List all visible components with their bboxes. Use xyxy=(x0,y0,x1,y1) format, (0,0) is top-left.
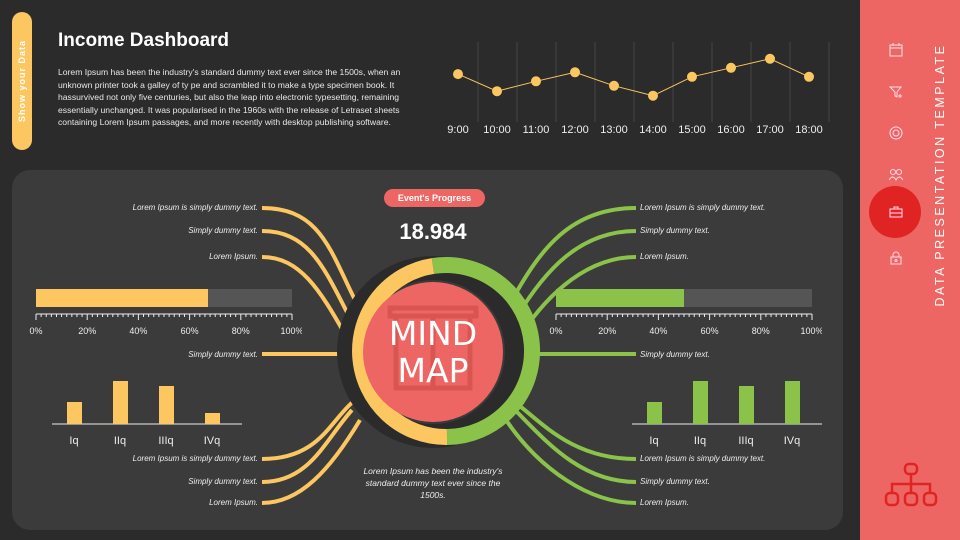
x-tick-label: 12:00 xyxy=(561,124,589,136)
left-label: Lorem Ipsum. xyxy=(209,498,258,507)
scale-tick-label: 40% xyxy=(129,326,147,336)
x-tick-label: 18:00 xyxy=(795,124,823,136)
left-progress-fill xyxy=(36,289,208,307)
bar-label: IVq xyxy=(784,435,801,447)
progress-value: 18.984 xyxy=(399,219,467,244)
left-scale: 0% 20% 40% 60% 80% 100% xyxy=(29,313,302,336)
bar xyxy=(739,386,754,424)
bar-label: IIq xyxy=(694,435,706,447)
bar xyxy=(159,386,174,424)
data-point xyxy=(804,71,814,82)
bar xyxy=(647,402,662,424)
data-point xyxy=(492,86,502,97)
org-chart-icon xyxy=(884,462,938,507)
bar xyxy=(205,413,220,424)
building-icon xyxy=(387,305,479,391)
connector-lines xyxy=(261,206,637,505)
sidebar-title-text: DATA PRESENTATION TEMPLATE xyxy=(933,43,947,307)
right-label: Lorem Ipsum is simply dummy text. xyxy=(640,203,766,212)
bar xyxy=(67,402,82,424)
x-tick-label: 15:00 xyxy=(678,124,706,136)
right-label: Simply dummy text. xyxy=(640,226,710,235)
sidebar-title: DATA PRESENTATION TEMPLATE xyxy=(930,20,950,330)
x-tick-label: 9:00 xyxy=(447,124,468,136)
x-tick-label: 16:00 xyxy=(717,124,745,136)
x-tick-label: 14:00 xyxy=(639,124,667,136)
left-label: Lorem Ipsum is simply dummy text. xyxy=(132,454,258,463)
bar xyxy=(785,381,800,424)
data-point xyxy=(726,62,736,73)
scale-tick-label: 40% xyxy=(649,326,667,336)
x-tick-label: 10:00 xyxy=(483,124,511,136)
bar-label: IVq xyxy=(204,435,221,447)
left-label: Lorem Ipsum. xyxy=(209,252,258,261)
x-tick-label: 13:00 xyxy=(600,124,628,136)
calendar-icon[interactable] xyxy=(884,38,908,62)
mind-map-line2: MAP xyxy=(397,351,469,390)
mind-map-title: MIND MAP xyxy=(363,315,503,389)
scale-tick-label: 100% xyxy=(800,326,822,336)
data-point xyxy=(765,53,775,64)
sidebar xyxy=(860,0,960,540)
bar-label: IIq xyxy=(114,435,126,447)
right-scale: 0% 20% 40% 60% 80% 100% xyxy=(549,313,822,336)
events-progress-badge: Event's Progress xyxy=(384,189,485,207)
center-caption: Lorem Ipsum has been the industry's stan… xyxy=(363,466,503,500)
scale-tick-label: 20% xyxy=(78,326,96,336)
left-bar-chart: Iq IIq IIIq IVq xyxy=(52,381,242,447)
left-progress-bar xyxy=(36,289,292,307)
scale-tick-label: 100% xyxy=(280,326,302,336)
data-point xyxy=(531,76,541,87)
left-label: Simply dummy text. xyxy=(188,226,258,235)
scale-tick-label: 0% xyxy=(29,326,42,336)
right-label: Lorem Ipsum. xyxy=(640,498,689,507)
data-point xyxy=(453,69,463,80)
line-chart: 9:00 10:00 11:00 12:00 13:00 14:00 15:00 16:00 1… xyxy=(447,42,830,136)
filter-add-icon[interactable] xyxy=(884,80,908,104)
bar-label: Iq xyxy=(649,435,658,447)
data-point xyxy=(687,71,697,82)
show-data-tab[interactable]: Show your Data xyxy=(12,12,32,150)
scale-tick-label: 60% xyxy=(181,326,199,336)
data-point xyxy=(570,67,580,78)
description: Lorem Ipsum has been the industry's stan… xyxy=(58,67,401,127)
ring-green xyxy=(431,257,540,445)
bar xyxy=(113,381,128,424)
data-point xyxy=(609,80,619,91)
data-point xyxy=(648,90,658,101)
right-label: Simply dummy text. xyxy=(640,350,710,359)
mind-map-line1: MIND xyxy=(388,314,478,353)
bar xyxy=(693,381,708,424)
page-title: Income Dashboard xyxy=(58,30,230,51)
active-indicator xyxy=(869,186,921,238)
briefcase-icon[interactable] xyxy=(884,200,908,224)
right-progress-fill xyxy=(556,289,684,307)
lock-icon[interactable] xyxy=(884,246,908,270)
right-label: Simply dummy text. xyxy=(640,477,710,486)
right-label: Lorem Ipsum. xyxy=(640,252,689,261)
right-progress-bar xyxy=(556,289,812,307)
gear-icon[interactable] xyxy=(884,121,908,145)
ring-yellow xyxy=(352,258,448,446)
scale-tick-label: 60% xyxy=(701,326,719,336)
bar-label: IIIq xyxy=(158,435,173,447)
left-label: Simply dummy text. xyxy=(188,477,258,486)
x-tick-label: 11:00 xyxy=(523,124,550,136)
right-label: Lorem Ipsum is simply dummy text. xyxy=(640,454,766,463)
bar-label: IIIq xyxy=(738,435,753,447)
bar-label: Iq xyxy=(69,435,78,447)
scale-tick-label: 80% xyxy=(752,326,770,336)
scale-tick-label: 20% xyxy=(598,326,616,336)
scale-tick-label: 80% xyxy=(232,326,250,336)
users-icon[interactable] xyxy=(884,162,908,186)
left-label: Simply dummy text. xyxy=(188,350,258,359)
series-line xyxy=(457,58,810,97)
x-tick-label: 17:00 xyxy=(756,124,784,136)
right-bar-chart: Iq IIq IIIq IVq xyxy=(632,381,822,447)
left-label: Lorem Ipsum is simply dummy text. xyxy=(132,203,258,212)
scale-tick-label: 0% xyxy=(549,326,562,336)
